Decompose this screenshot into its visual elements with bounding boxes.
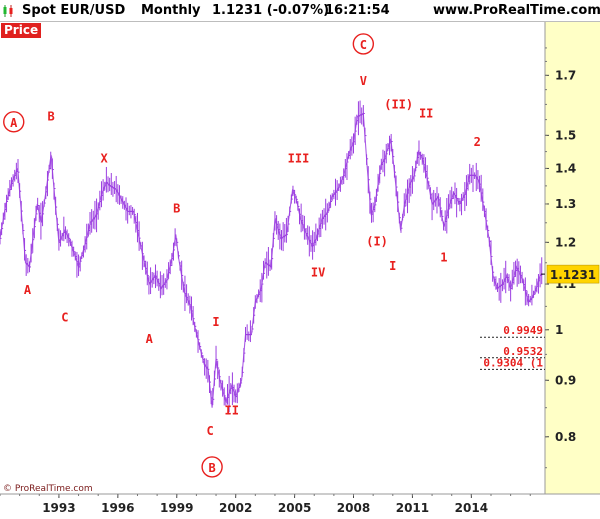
wave-label: B: [173, 201, 180, 215]
wave-circle: [352, 33, 375, 55]
level-label: 0.9304 (1: [483, 356, 543, 369]
y-tick-label: 0.8: [555, 430, 576, 444]
wave-label: A: [10, 116, 18, 130]
x-tick-label: 2014: [455, 501, 488, 515]
wave-label: III: [288, 152, 310, 166]
time-label: 16:21:54: [325, 3, 390, 18]
x-tick-label: 2005: [278, 501, 311, 515]
wave-label: B: [208, 461, 215, 475]
wave-label: I: [212, 315, 219, 329]
x-axis-panel: [0, 494, 600, 519]
wave-label: X: [100, 152, 108, 166]
y-tick-label: 1.2: [555, 235, 576, 249]
copyright-text: © ProRealTime.com: [3, 484, 93, 494]
x-tick-label: 2002: [219, 501, 252, 515]
x-tick-label: 2011: [396, 501, 429, 515]
wave-label: B: [47, 110, 54, 124]
wave-label: (II): [384, 97, 413, 111]
x-tick-label: 1993: [42, 501, 75, 515]
wave-label: C: [207, 424, 214, 438]
last-price-badge: [546, 264, 600, 284]
wave-label: C: [360, 38, 367, 52]
wave-label: A: [24, 283, 32, 297]
last-price-label: 1.1231: [550, 268, 596, 282]
y-axis-panel: [545, 22, 600, 494]
wave-label: 2: [474, 135, 481, 149]
x-tick-label: 2008: [337, 501, 370, 515]
wave-label: II: [419, 107, 433, 121]
wave-label: C: [61, 310, 68, 324]
site-link[interactable]: www.ProRealTime.com: [433, 3, 600, 18]
timeframe-label: Monthly: [141, 3, 201, 18]
candlestick-icon: [3, 5, 13, 17]
wave-label: I: [389, 259, 396, 273]
wave-label: A: [146, 332, 154, 346]
y-tick-label: 1.5: [555, 128, 576, 142]
x-tick-label: 1999: [160, 501, 193, 515]
quote-value: 1.1231 (-0.07%): [212, 3, 330, 18]
wave-label: II: [225, 403, 239, 417]
y-tick-label: 1.4: [555, 161, 576, 175]
wave-circle: [3, 111, 25, 133]
wave-label: (I): [366, 234, 388, 248]
chart-header: Spot EUR/USD Monthly 1.1231 (-0.07%) 16:…: [0, 0, 600, 22]
price-panel-label: Price: [1, 23, 42, 38]
y-tick-label: 1: [555, 323, 563, 337]
price-line: [0, 112, 543, 408]
x-tick-label: 1996: [101, 501, 134, 515]
y-tick-label: 0.9: [555, 373, 576, 387]
plot-area: [0, 22, 545, 494]
y-tick-label: 1.7: [555, 68, 576, 82]
wave-label: IV: [311, 265, 325, 279]
wave-label: 1: [440, 251, 447, 265]
y-tick-label: 1.3: [555, 197, 576, 211]
level-label: 0.9532: [503, 345, 543, 358]
wave-circle: [201, 456, 223, 478]
wave-label: V: [360, 74, 367, 88]
symbol-name: Spot EUR/USD: [22, 3, 126, 18]
level-label: 0.9949: [503, 324, 543, 337]
